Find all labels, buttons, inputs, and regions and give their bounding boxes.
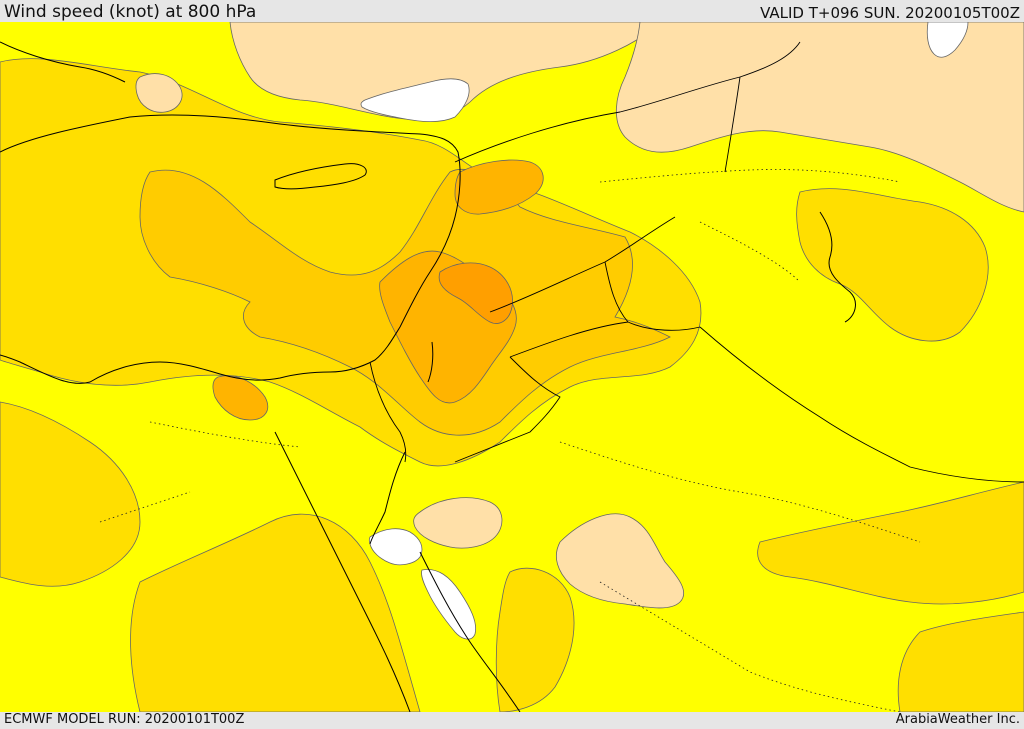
map-title: Wind speed (knot) at 800 hPa xyxy=(4,2,257,22)
internal-boundaries xyxy=(99,169,921,712)
coast-redsea-east xyxy=(369,451,521,712)
low-wind-tan-west xyxy=(135,73,183,113)
wind-band-gold-southeast xyxy=(757,481,1024,605)
borders xyxy=(369,41,1024,483)
coast-black-sea xyxy=(0,41,126,83)
wind-band-gold-bottom-right xyxy=(897,611,1024,712)
wind-band-gold-southwest xyxy=(0,401,141,587)
coast-gulf-aqaba xyxy=(427,341,434,383)
wind-band-orange-south-bubble xyxy=(212,375,269,421)
wind-band-orange-dark xyxy=(438,262,513,324)
calm-area-white-redsea-south xyxy=(421,569,477,640)
map-canvas xyxy=(0,22,1024,712)
footer-bar: ECMWF MODEL RUN: 20200101T00Z ArabiaWeat… xyxy=(0,712,1024,729)
coast-redsea-west xyxy=(274,431,411,712)
wind-band-gold-center-south xyxy=(495,567,575,712)
valid-time: VALID T+096 SUN. 20200105T00Z xyxy=(760,4,1020,22)
wind-speed-map[interactable] xyxy=(0,22,1024,712)
calm-area-white-northeast xyxy=(926,22,969,58)
coast-cyprus xyxy=(274,163,367,190)
low-wind-tan-northeast xyxy=(615,22,1024,213)
calm-area-white-north xyxy=(360,78,470,123)
low-wind-tan-redsea xyxy=(413,497,503,549)
credit-text: ArabiaWeather Inc. xyxy=(895,712,1020,727)
coast-persian-gulf xyxy=(819,211,856,323)
model-run: ECMWF MODEL RUN: 20200101T00Z xyxy=(4,712,245,727)
coastlines xyxy=(0,41,856,712)
header-bar: Wind speed (knot) at 800 hPa VALID T+096… xyxy=(0,0,1024,22)
wind-band-gold-south xyxy=(130,513,421,712)
wind-band-orange-northeast xyxy=(454,159,544,215)
low-wind-tan-arabia xyxy=(556,513,685,609)
wind-band-gold-east xyxy=(796,188,989,342)
